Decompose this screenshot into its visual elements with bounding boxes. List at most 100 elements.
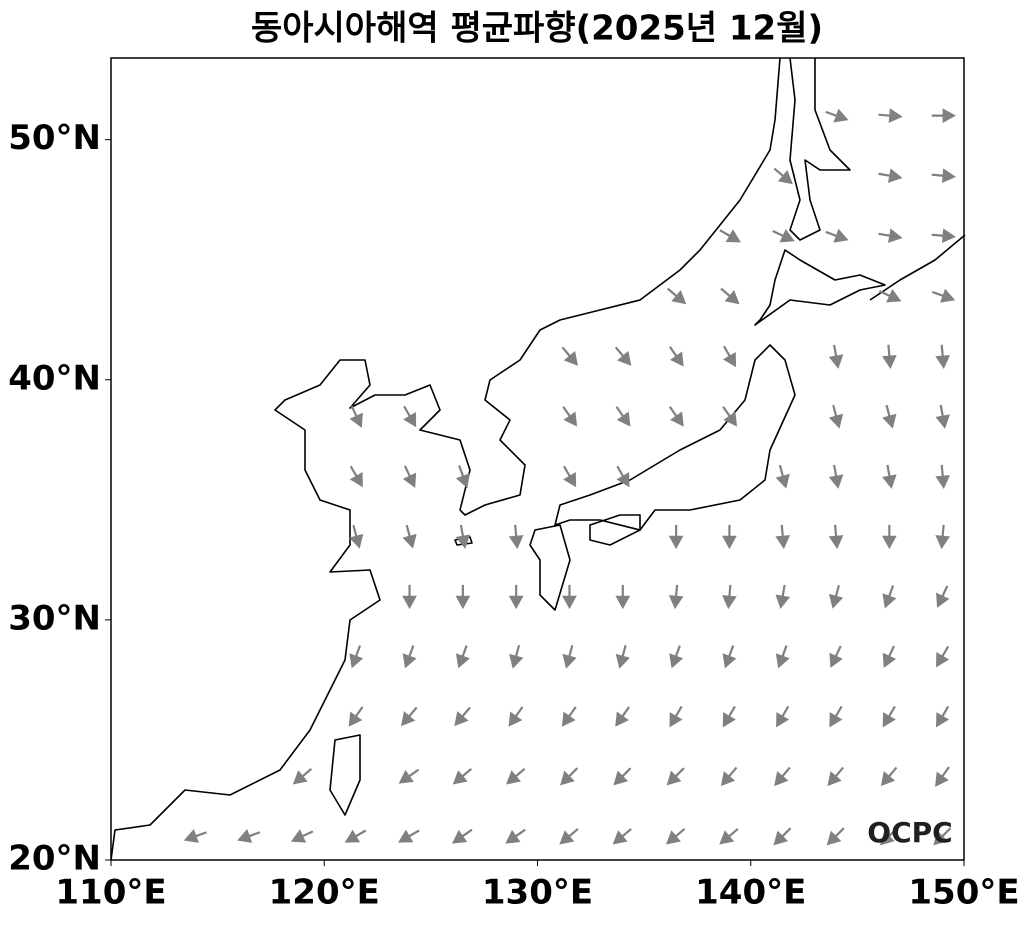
wave-arrow <box>455 465 470 489</box>
wave-arrow <box>348 706 364 727</box>
wave-arrow <box>349 465 363 488</box>
y-tick-label: 40°N <box>8 358 101 398</box>
wave-arrow <box>935 344 950 369</box>
wave-arrow <box>349 405 363 428</box>
wave-arrow <box>935 766 950 787</box>
wave-arrow <box>828 464 844 489</box>
wave-arrow <box>936 585 950 608</box>
wave-arrow <box>933 827 952 846</box>
wave-arrow <box>403 405 417 428</box>
wave-arrow <box>827 766 844 787</box>
wave-arrow <box>560 767 579 786</box>
y-tick-label: 30°N <box>8 598 101 638</box>
wave-arrow <box>615 406 631 427</box>
sakhalin <box>789 57 851 241</box>
wave-arrow <box>454 706 471 727</box>
kyushu <box>529 524 571 611</box>
wave-arrow <box>561 706 577 727</box>
wave-arrow <box>882 705 896 728</box>
wave-arrow <box>935 524 951 550</box>
wave-arrow <box>613 767 632 786</box>
wave-arrow <box>773 167 793 185</box>
wave-arrow <box>292 768 313 785</box>
wave-arrow <box>882 585 897 609</box>
wave-arrow <box>666 767 685 786</box>
wave-arrow <box>669 645 684 669</box>
wave-arrow <box>878 228 903 243</box>
wave-arrow <box>828 524 844 550</box>
wave-arrow <box>451 828 473 844</box>
wave-arrow <box>829 705 843 728</box>
wave-arrow <box>878 168 903 183</box>
wave-arrow <box>935 464 950 490</box>
wave-arrow <box>882 524 897 550</box>
wave-arrow <box>722 645 737 669</box>
wave-arrow <box>829 645 843 668</box>
wave-arrow <box>506 768 526 785</box>
wave-arrow <box>668 406 684 427</box>
wave-arrow <box>722 406 738 427</box>
wave-arrow <box>826 827 845 846</box>
watermark: OCPC <box>867 816 952 849</box>
wave-arrow <box>398 829 420 843</box>
wave-arrow <box>882 344 897 369</box>
wave-arrow <box>828 584 844 609</box>
wave-arrow <box>879 827 898 846</box>
wave-arrow <box>719 828 739 845</box>
wave-arrow <box>882 464 897 489</box>
wave-arrow <box>183 829 208 843</box>
x-tick-label: 130°E <box>482 873 593 913</box>
wave-arrow <box>562 644 577 669</box>
wave-arrow <box>349 524 364 549</box>
wave-arrow <box>509 644 524 669</box>
wave-arrow <box>880 766 898 787</box>
taiwan <box>329 734 361 816</box>
wave-arrow <box>882 404 897 429</box>
wave-arrow <box>828 404 844 429</box>
wave-arrow <box>666 287 687 305</box>
wave-arrow <box>775 464 790 489</box>
y-tick-label: 20°N <box>8 839 101 879</box>
wave-arrow <box>668 584 684 610</box>
wave-arrow <box>828 344 844 369</box>
wave-arrow <box>563 465 577 488</box>
wave-arrow <box>668 346 684 367</box>
wave-arrow <box>452 768 472 785</box>
shikoku <box>589 514 641 546</box>
wave-arrow <box>931 108 956 123</box>
wave-arrow <box>772 228 795 243</box>
wave-arrow <box>561 346 579 366</box>
wave-arrow <box>669 705 683 728</box>
wave-arrow <box>722 524 737 550</box>
y-tick-label: 50°N <box>8 118 101 158</box>
wave-arrow <box>878 289 902 303</box>
wave-arrow <box>455 584 471 610</box>
wave-arrow <box>455 645 470 669</box>
wave-arrow <box>508 584 524 610</box>
wave-arrow <box>931 228 956 244</box>
wave-arrow <box>562 584 577 610</box>
wave-arrow <box>290 829 314 843</box>
mainland-coast <box>110 57 781 861</box>
wave-arrow <box>720 287 740 305</box>
x-tick-label: 110°E <box>55 873 166 913</box>
wave-arrow <box>508 706 524 727</box>
wave-arrow <box>562 406 578 427</box>
wave-arrow <box>349 645 364 669</box>
wave-arrow <box>719 229 741 243</box>
wave-arrow <box>402 645 417 669</box>
coastlines <box>110 57 966 861</box>
wave-arrow <box>402 524 417 549</box>
wave-arrow <box>616 465 630 488</box>
wave-arrow <box>825 108 849 123</box>
plot-frame <box>110 57 965 861</box>
wave-arrow <box>775 524 791 550</box>
wave-arrow <box>614 346 632 366</box>
x-tick-label: 150°E <box>908 873 1019 913</box>
wave-arrow <box>931 168 956 183</box>
wave-arrow <box>776 705 790 728</box>
wave-arrow <box>773 827 792 846</box>
wave-arrow <box>936 705 950 728</box>
wave-arrow <box>722 705 736 728</box>
